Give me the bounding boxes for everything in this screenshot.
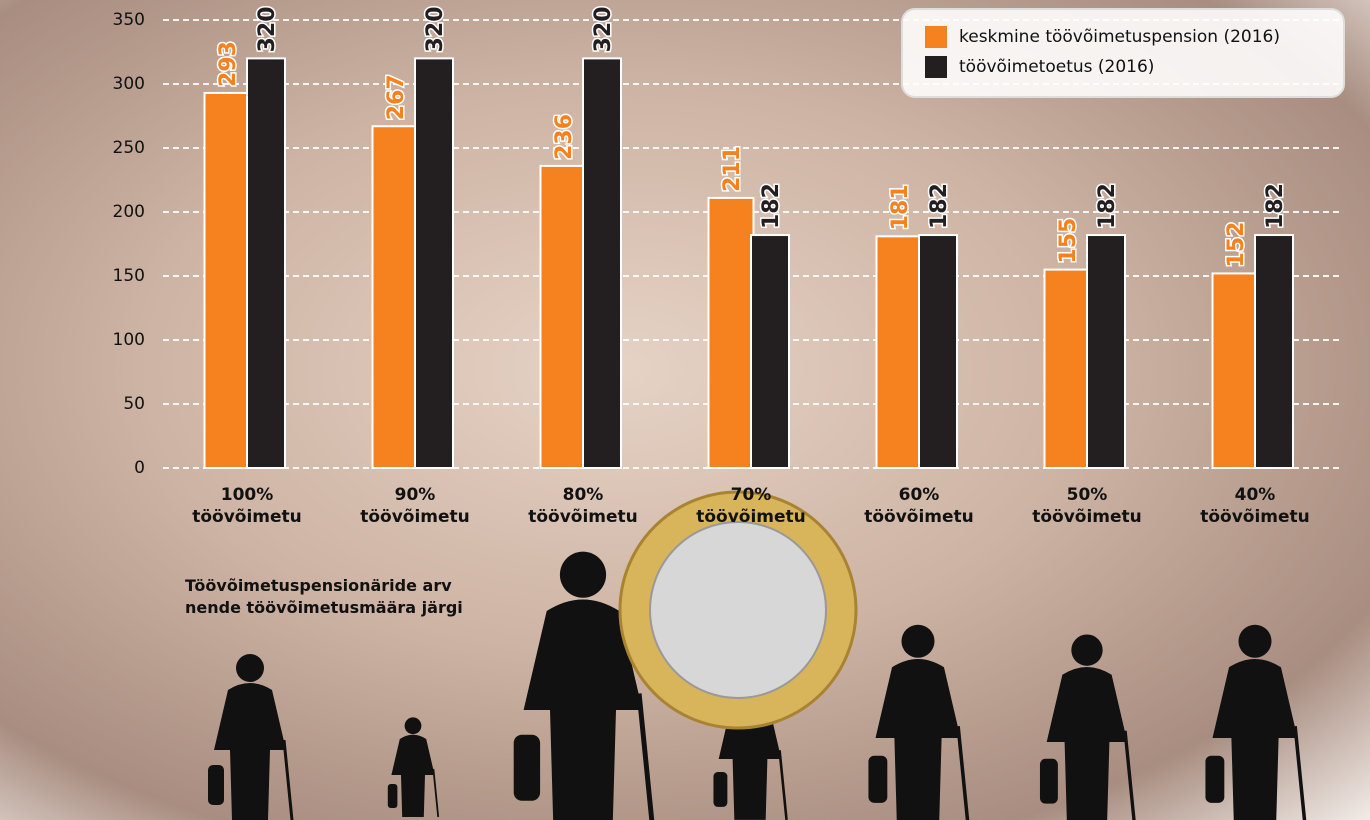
- y-tick-label: 200: [113, 202, 145, 222]
- bar: [414, 57, 454, 470]
- bar: [246, 57, 286, 470]
- legend-swatch: [925, 56, 947, 78]
- legend-label: töövõimetoetus (2016): [959, 57, 1155, 77]
- bar: [918, 234, 958, 469]
- x-tick-label: 70% töövõimetu: [696, 485, 806, 527]
- data-label: 155: [1056, 218, 1081, 264]
- y-tick-label: 350: [113, 10, 145, 30]
- y-tick-label: 50: [123, 394, 145, 414]
- data-label: 152: [1224, 222, 1249, 268]
- x-tick-label: 100% töövõimetu: [192, 485, 302, 527]
- data-label: 182: [759, 183, 784, 229]
- legend: keskmine töövõimetuspension (2016) töövõ…: [901, 8, 1345, 98]
- note: Töövõimetuspensionäride arv nende töövõi…: [185, 576, 463, 617]
- legend-label: keskmine töövõimetuspension (2016): [959, 27, 1280, 47]
- bar: [750, 234, 790, 469]
- x-tick-label: 90% töövõimetu: [360, 485, 470, 527]
- data-label: 181: [888, 184, 913, 230]
- data-label: 320: [591, 6, 616, 52]
- data-label: 182: [1095, 183, 1120, 229]
- y-tick-label: 0: [134, 458, 145, 478]
- bar: [1043, 268, 1091, 469]
- data-label: 236: [552, 114, 577, 160]
- x-tick-label: 80% töövõimetu: [528, 485, 638, 527]
- x-tick-label: 40% töövõimetu: [1200, 485, 1310, 527]
- data-label: 267: [384, 74, 409, 120]
- plot: 0 50 100 150 200 250 300 350 293 320 267 320 236 320 2…: [113, 5, 1340, 478]
- bar: [582, 57, 622, 470]
- data-label: 211: [720, 146, 745, 192]
- coin: [618, 490, 858, 730]
- y-tick-label: 250: [113, 138, 145, 158]
- legend-item: töövõimetoetus (2016): [925, 56, 1154, 78]
- bar: [1254, 234, 1294, 469]
- silhouettes: [208, 551, 1307, 820]
- bar: [1086, 234, 1126, 469]
- data-label: 320: [423, 6, 448, 52]
- bar: [203, 91, 251, 470]
- bar: [875, 235, 923, 469]
- bar: [539, 164, 587, 469]
- data-label: 293: [216, 41, 241, 87]
- data-label: 320: [255, 6, 280, 52]
- legend-swatch: [925, 26, 947, 48]
- x-tick-label: 50% töövõimetu: [1032, 485, 1142, 527]
- bar: [1211, 272, 1259, 469]
- data-label: 182: [1263, 183, 1288, 229]
- x-tick-label: 60% töövõimetu: [864, 485, 974, 527]
- bar: [371, 125, 419, 470]
- y-tick-label: 100: [113, 330, 145, 350]
- y-tick-label: 150: [113, 266, 145, 286]
- legend-item: keskmine töövõimetuspension (2016): [925, 26, 1280, 48]
- y-tick-label: 300: [113, 74, 145, 94]
- bar: [707, 196, 755, 469]
- data-label: 182: [927, 183, 952, 229]
